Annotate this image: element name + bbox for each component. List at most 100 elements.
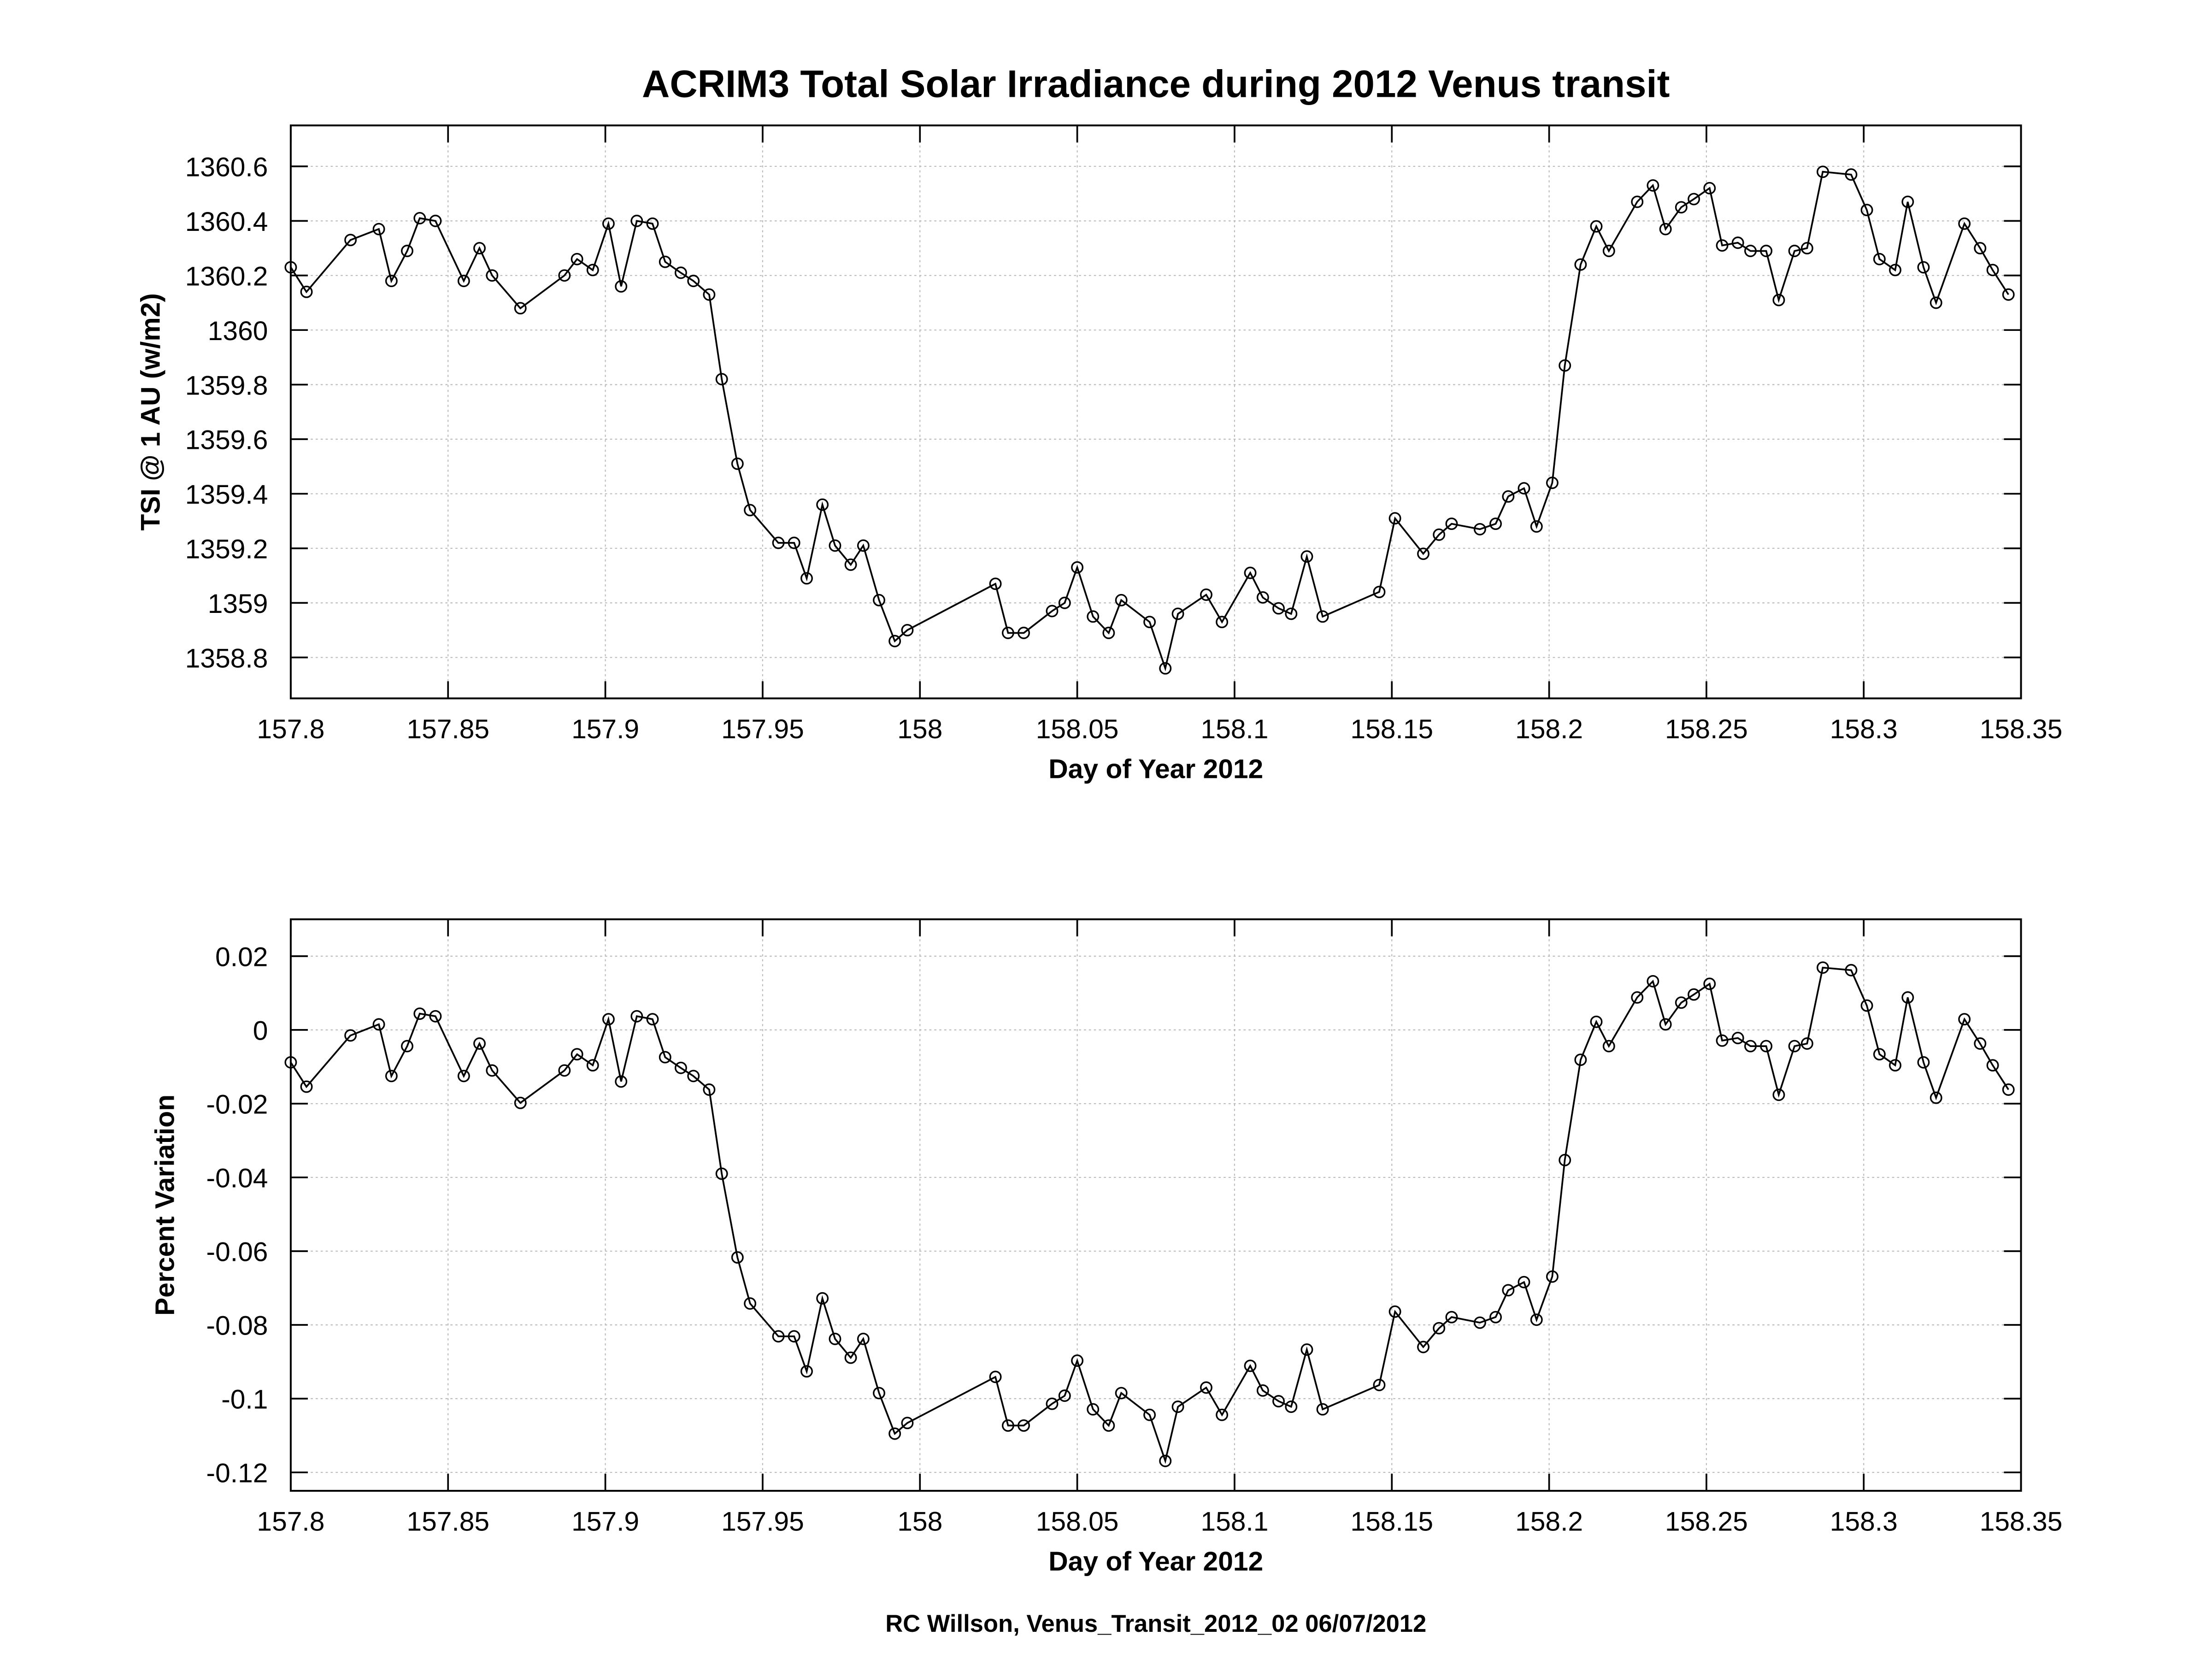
data-point-marker <box>457 1070 470 1082</box>
data-point-marker <box>1860 999 1873 1012</box>
x-tick-label: 158.35 <box>1980 714 2063 744</box>
data-point-marker <box>1716 239 1729 252</box>
data-point-marker <box>873 1387 885 1400</box>
percent-variation-panel: 157.8 157.85 157.9 157.95 158 158.05 158.1 158.… <box>150 918 2062 1577</box>
data-point-marker <box>1986 1059 1999 1072</box>
y-tick-label: -0.12 <box>206 1459 268 1488</box>
data-point-marker <box>703 1083 716 1096</box>
x-tick-label: 158.3 <box>1830 1507 1898 1537</box>
data-point-marker <box>674 1061 687 1074</box>
data-point-marker <box>1800 242 1813 255</box>
data-point-marker <box>514 302 527 315</box>
data-point-marker <box>1574 1053 1587 1066</box>
data-point-marker <box>844 558 857 571</box>
data-point-marker <box>1445 518 1458 530</box>
x-tick-label: 158.25 <box>1665 1507 1748 1537</box>
data-point-marker <box>1433 1322 1446 1335</box>
data-point-marker <box>2002 1083 2015 1096</box>
data-point-marker <box>1300 1343 1313 1356</box>
data-point-marker <box>659 1051 671 1064</box>
x-tick-label: 158 <box>897 714 942 744</box>
data-point-marker <box>1373 586 1386 599</box>
data-point-marker <box>1889 1059 1901 1072</box>
data-point-marker <box>571 1048 583 1061</box>
data-point-marker <box>1958 217 1971 230</box>
x-tick-label: 158 <box>897 1507 942 1537</box>
y-tick-label: 1359.2 <box>185 534 268 564</box>
data-point-marker <box>873 594 885 606</box>
data-point-marker <box>486 269 499 282</box>
data-point-marker <box>1817 165 1829 178</box>
data-point-marker <box>772 1330 785 1343</box>
data-point-marker <box>284 1056 297 1069</box>
data-point-marker <box>674 266 687 279</box>
data-point-marker <box>300 1080 313 1093</box>
data-point-marker <box>401 245 413 257</box>
data-point-marker <box>558 269 571 282</box>
data-point-marker <box>1602 1040 1615 1053</box>
data-point-marker <box>602 217 615 230</box>
data-point-marker <box>630 214 643 227</box>
data-point-marker <box>1102 1419 1115 1432</box>
data-point-marker <box>429 214 442 227</box>
plot-area-frame <box>289 918 2022 1492</box>
data-point-marker <box>1744 245 1757 257</box>
x-tick-label: 157.9 <box>571 714 639 744</box>
data-point-marker <box>284 261 297 274</box>
data-point-marker <box>1256 1384 1269 1397</box>
data-point-marker <box>715 373 728 386</box>
data-point-marker <box>800 572 813 585</box>
data-point-marker <box>1244 566 1257 579</box>
data-point-marker <box>715 1167 728 1180</box>
y-tick-label: -0.04 <box>206 1164 268 1194</box>
data-point-marker <box>1256 591 1269 604</box>
data-point-marker <box>1845 168 1858 181</box>
y-tick-label: 1359.6 <box>185 425 268 455</box>
data-point-marker <box>1473 523 1486 535</box>
x-tick-label: 158.15 <box>1350 1507 1433 1537</box>
x-tick-label: 157.8 <box>257 714 324 744</box>
data-point-marker <box>1489 1311 1502 1324</box>
data-point-marker <box>1285 607 1298 620</box>
data-point-marker <box>687 275 700 288</box>
data-point-marker <box>1631 991 1644 1004</box>
y-tick-label: 1359 <box>208 589 268 619</box>
data-point-marker <box>1546 1270 1559 1283</box>
data-point-marker <box>1602 245 1615 257</box>
data-point-marker <box>1688 193 1700 206</box>
data-point-marker <box>1388 512 1401 525</box>
y-tick-label: -0.06 <box>206 1237 268 1267</box>
data-point-marker <box>844 1351 857 1364</box>
data-point-marker <box>989 577 1002 590</box>
data-point-marker <box>401 1040 413 1053</box>
data-point-marker <box>1873 1048 1886 1061</box>
data-point-marker <box>888 635 901 647</box>
data-point-marker <box>1518 482 1530 495</box>
data-point-marker <box>413 1007 426 1020</box>
y-tick-label: 1360 <box>208 316 268 346</box>
y-tick-label: 1360.6 <box>185 153 268 182</box>
data-point-marker <box>1659 1018 1672 1031</box>
data-point-marker <box>857 539 870 552</box>
data-point-marker <box>1675 201 1688 214</box>
data-point-marker <box>413 212 426 224</box>
data-point-marker <box>1300 550 1313 563</box>
data-point-marker <box>1388 1305 1401 1318</box>
data-point-marker <box>429 1010 442 1023</box>
data-point-marker <box>1417 547 1430 560</box>
data-point-marker <box>615 1075 628 1088</box>
data-point-marker <box>744 504 757 517</box>
data-point-marker <box>1473 1316 1486 1329</box>
x-tick-label: 157.95 <box>721 714 804 744</box>
data-point-marker <box>1071 1354 1084 1367</box>
data-point-marker <box>1272 1395 1285 1408</box>
data-point-marker <box>1046 605 1059 618</box>
data-point-marker <box>1417 1341 1430 1353</box>
data-point-marker <box>816 498 829 511</box>
data-point-marker <box>1974 242 1987 255</box>
data-point-marker <box>1502 1284 1515 1297</box>
data-point-marker <box>687 1070 700 1082</box>
x-tick-label: 158.3 <box>1830 714 1898 744</box>
x-tick-label: 157.9 <box>571 1507 639 1537</box>
x-tick-label: 158.1 <box>1200 714 1268 744</box>
